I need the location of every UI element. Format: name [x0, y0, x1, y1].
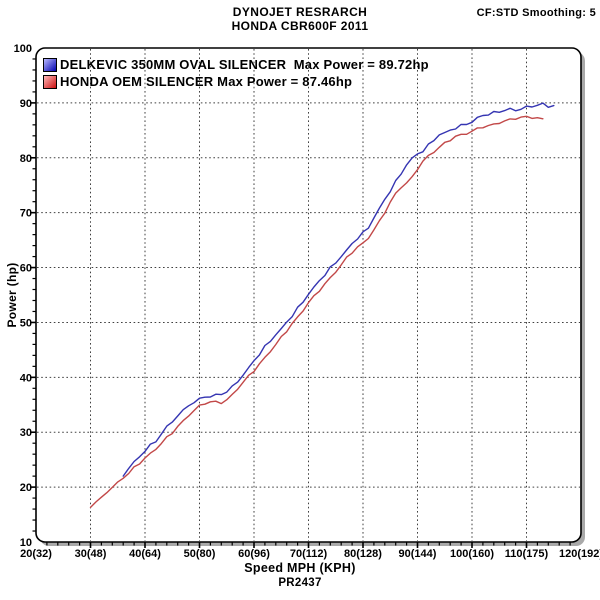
- x-tick-label: 50(80): [184, 548, 216, 560]
- legend-item-honda-oem: HONDA OEM SILENCER Max Power = 87.46hp: [43, 73, 429, 90]
- y-tick-label: 20: [20, 482, 32, 494]
- chart-title-line2: HONDA CBR600F 2011: [231, 19, 369, 33]
- y-tick-label: 40: [20, 372, 32, 384]
- chart-title: DYNOJET RESRARCH HONDA CBR600F 2011: [0, 5, 600, 33]
- x-tick-label: 110(175): [505, 548, 549, 560]
- x-axis-title: Speed MPH (KPH): [244, 561, 356, 575]
- honda-oem-power-curve: [89, 115, 544, 509]
- y-tick-label: 50: [20, 317, 32, 329]
- honda-oem-series-swatch-icon: [43, 74, 57, 89]
- y-tick-label: 10: [20, 537, 32, 549]
- x-tick-label: 60(96): [238, 548, 270, 560]
- x-tick-label: 20(32): [20, 548, 52, 560]
- honda-oem-series-label: HONDA OEM SILENCER Max Power = 87.46hp: [60, 74, 353, 89]
- delkevic-series-swatch-icon: [43, 57, 57, 72]
- delkevic-power-curve: [122, 102, 555, 477]
- y-tick-label: 80: [20, 153, 32, 165]
- x-tick-label: 70(112): [290, 548, 328, 560]
- y-tick-label: 90: [20, 98, 32, 110]
- y-tick-label: 60: [20, 263, 32, 275]
- run-id: PR2437: [278, 577, 322, 589]
- x-tick-label: 120(192): [559, 548, 600, 560]
- x-tick-label: 30(48): [75, 548, 107, 560]
- y-tick-label: 100: [14, 43, 32, 55]
- legend-item-delkevic: DELKEVIC 350MM OVAL SILENCER Max Power =…: [43, 56, 429, 73]
- x-tick-label: 90(144): [399, 548, 437, 560]
- x-tick-label: 80(128): [344, 548, 382, 560]
- y-tick-label: 70: [20, 208, 32, 220]
- x-tick-label: 40(64): [129, 548, 161, 560]
- delkevic-series-label: DELKEVIC 350MM OVAL SILENCER Max Power =…: [60, 57, 429, 72]
- chart-title-line1: DYNOJET RESRARCH: [232, 5, 368, 19]
- smoothing-setting: CF:STD Smoothing: 5: [476, 7, 596, 19]
- y-tick-label: 30: [20, 427, 32, 439]
- legend: DELKEVIC 350MM OVAL SILENCER Max Power =…: [43, 56, 429, 90]
- x-tick-label: 100(160): [450, 548, 494, 560]
